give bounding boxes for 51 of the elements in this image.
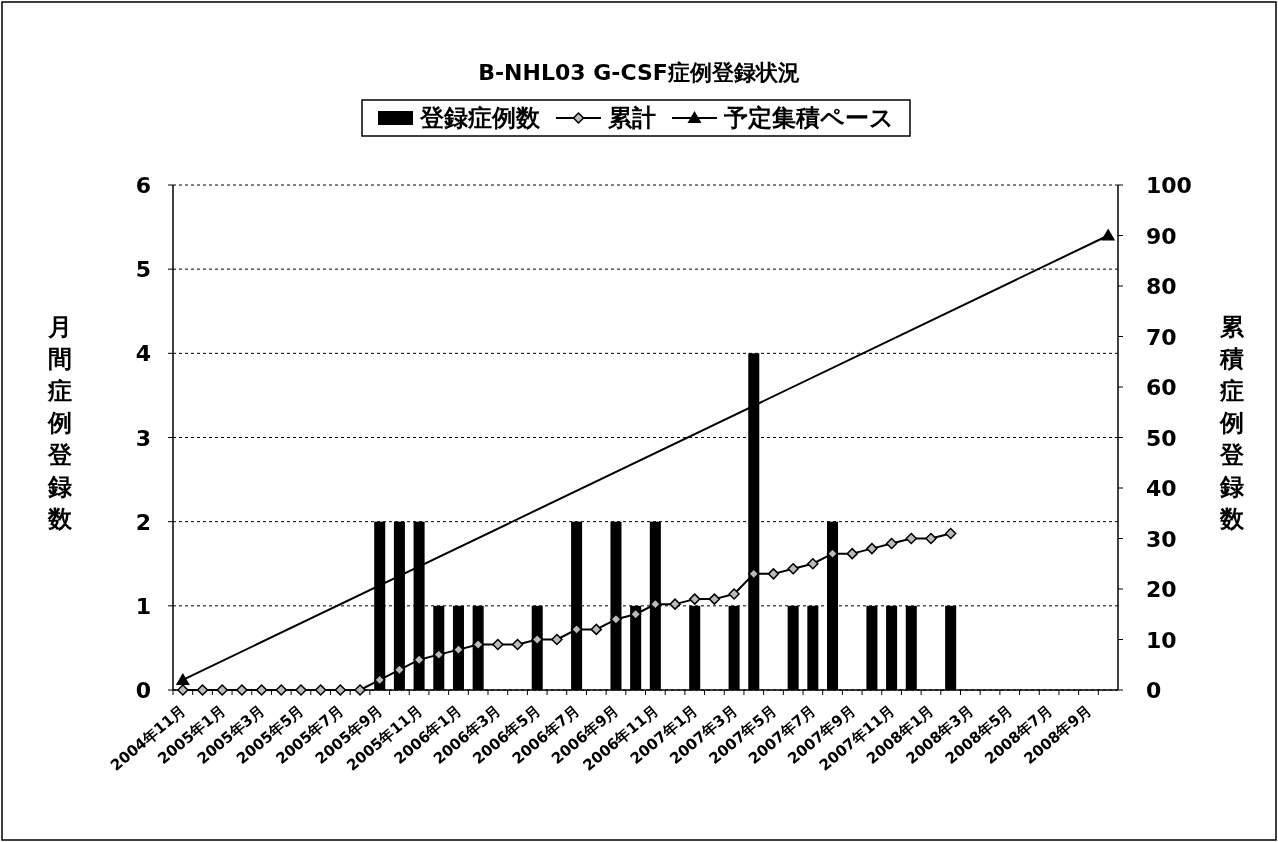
y2-tick-label: 10 (1146, 627, 1177, 653)
point (354, 684, 366, 696)
y-tick-label: 1 (135, 593, 151, 619)
y2-tick-label: 90 (1146, 223, 1177, 249)
legend-label: 予定集積ペース (723, 104, 894, 132)
point (905, 532, 918, 545)
point (767, 568, 780, 580)
point (885, 537, 898, 550)
point (492, 638, 504, 651)
y2-axis-title: 累積症例登録数 (1219, 313, 1245, 533)
point (590, 623, 603, 636)
point (807, 558, 819, 570)
point (728, 588, 740, 600)
y2-tick-label: 50 (1146, 425, 1177, 451)
y2-tick-label: 20 (1146, 577, 1177, 602)
y-axis-title: 月間症例登録数 (47, 313, 73, 533)
point (236, 684, 248, 696)
point (314, 684, 327, 696)
point (295, 684, 307, 696)
legend-label: 累計 (607, 104, 656, 132)
point (688, 593, 701, 605)
y2-tick-label: 70 (1146, 324, 1177, 350)
point (275, 684, 288, 696)
y2-tick-label: 40 (1146, 476, 1177, 501)
y-tick-label: 5 (135, 257, 151, 283)
y2-tick-label: 30 (1146, 526, 1177, 552)
point (866, 542, 878, 555)
point (255, 684, 268, 696)
y-tick-label: 4 (135, 341, 151, 367)
y-tick-label: 3 (135, 425, 151, 451)
point (787, 563, 799, 575)
y2-tick-label: 80 (1146, 274, 1177, 299)
point (511, 638, 524, 651)
point (846, 547, 858, 560)
point (944, 527, 957, 540)
y2-tick-label: 100 (1146, 173, 1192, 198)
chart-title: B-NHL03 G-CSF症例登録状況 (478, 60, 800, 85)
point (551, 633, 563, 646)
point (925, 532, 937, 545)
point (708, 593, 721, 605)
point (177, 684, 189, 696)
legend-label: 登録症例数 (419, 104, 541, 132)
y-tick-label: 0 (135, 678, 151, 703)
y2-tick-label: 0 (1146, 678, 1162, 703)
y2-tick-label: 60 (1146, 375, 1177, 400)
point (196, 684, 209, 696)
point (669, 598, 681, 610)
point (216, 684, 228, 696)
point (334, 684, 347, 696)
y-tick-label: 6 (135, 173, 151, 198)
y-tick-label: 2 (135, 509, 151, 535)
